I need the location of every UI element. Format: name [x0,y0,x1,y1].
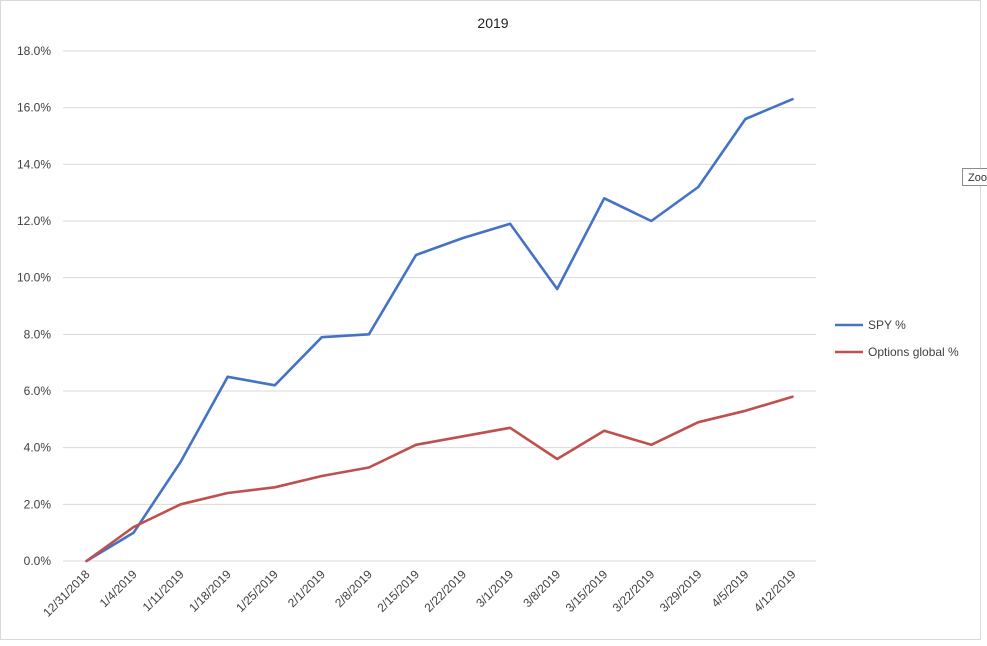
gridlines [63,50,816,562]
x-tick-label: 4/5/2019 [709,567,752,610]
y-tick-label: 18.0% [17,44,51,58]
x-tick-label: 1/4/2019 [97,567,140,610]
x-tick-label: 3/22/2019 [610,567,658,615]
y-tick-label: 0.0% [24,554,52,568]
x-tick-label: 1/11/2019 [140,567,187,614]
y-tick-label: 4.0% [24,441,52,455]
y-tick-label: 16.0% [17,101,51,115]
y-tick-label: 6.0% [24,384,52,398]
x-tick-label: 3/29/2019 [657,567,705,615]
x-tick-label: 12/31/2018 [40,567,93,620]
y-tick-label: 10.0% [17,271,51,285]
legend-label: Options global % [868,345,959,359]
x-axis-labels: 12/31/2018 1/4/2019 1/11/2019 1/18/2019 1/25… [40,567,799,620]
x-tick-label: 2/22/2019 [422,567,470,615]
x-tick-label: 3/1/2019 [473,567,516,610]
legend: SPY % Options global % [835,318,959,359]
x-tick-label: 1/25/2019 [233,567,281,615]
legend-label: SPY % [868,318,906,332]
x-tick-label: 4/12/2019 [751,567,799,615]
x-tick-label: 2/15/2019 [374,567,422,615]
y-tick-label: 8.0% [24,327,52,341]
y-tick-label: 14.0% [17,157,51,171]
zoom-tooltip: Zoom [962,168,987,186]
chart-title: 2019 [477,15,508,31]
x-tick-label: 2/1/2019 [285,567,328,610]
x-tick-label: 3/8/2019 [520,567,563,610]
x-tick-label: 2/8/2019 [332,567,375,610]
y-axis-labels: 0.0% 2.0% 4.0% 6.0% 8.0% 10.0% 12.0% 14.0% 16.0%… [17,44,51,568]
x-tick-label: 3/15/2019 [563,567,611,615]
x-tick-label: 1/18/2019 [186,567,234,615]
series-line-spy [85,97,794,563]
y-tick-label: 12.0% [17,214,51,228]
y-tick-label: 2.0% [24,497,52,511]
series-line-options-global [85,395,794,563]
series-lines [85,97,794,563]
